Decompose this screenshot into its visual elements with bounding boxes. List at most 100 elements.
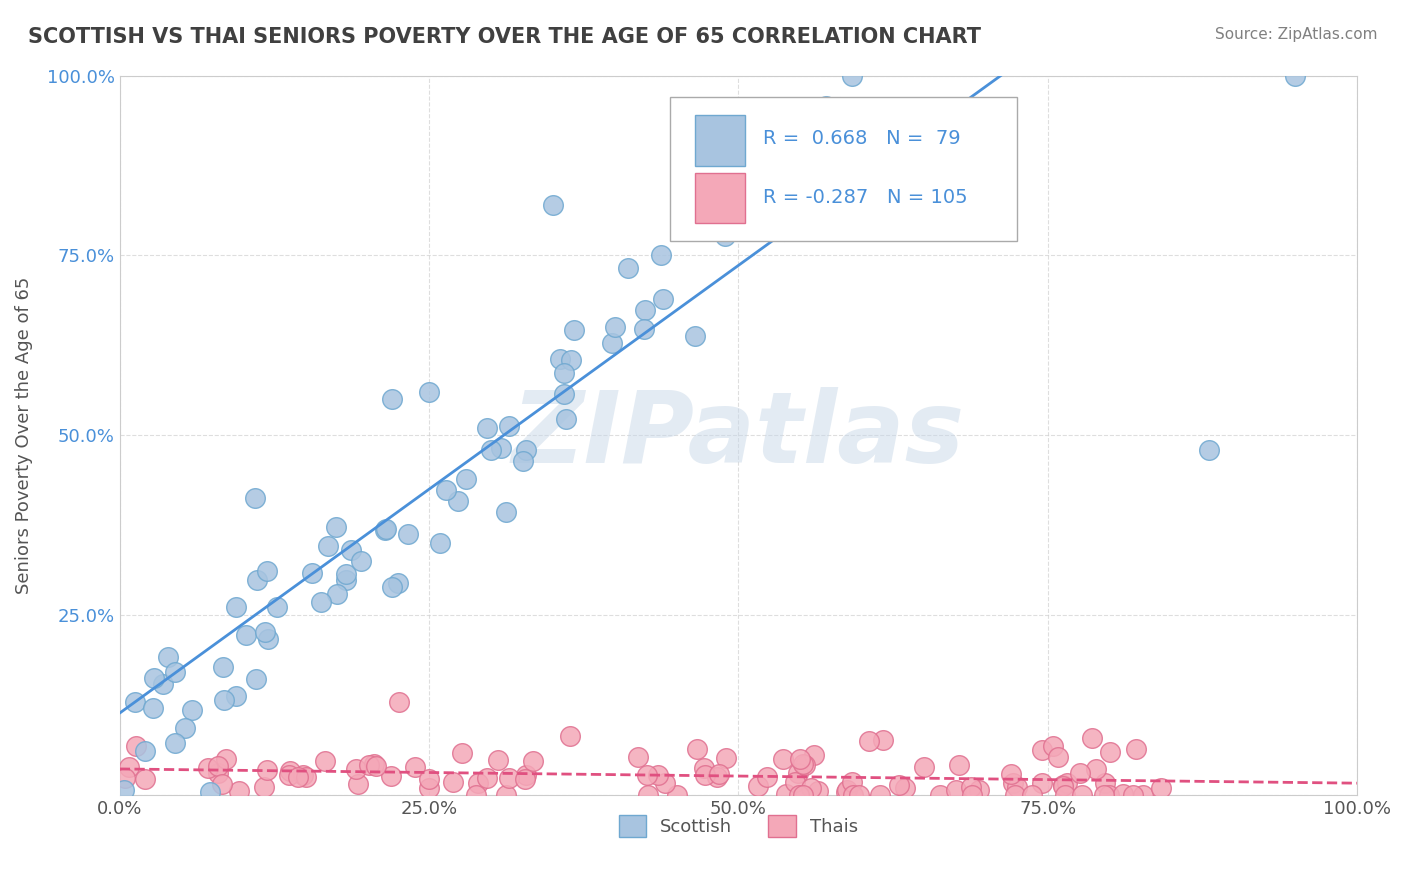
Point [456, 472, 478, 486]
Point [1031, 775, 1053, 789]
Point [495, 505, 517, 519]
Point [359, 758, 381, 772]
Point [335, 567, 357, 582]
Point [350, 554, 373, 568]
Point [1021, 789, 1043, 803]
Point [256, 564, 278, 578]
Point [787, 766, 810, 780]
Point [235, 628, 257, 642]
Point [1031, 743, 1053, 757]
Point [165, 736, 187, 750]
Point [682, 200, 704, 214]
Point [752, 187, 775, 202]
Point [486, 753, 509, 767]
Point [451, 746, 474, 760]
Point [603, 320, 626, 334]
Point [835, 785, 858, 799]
Legend: Scottish, Thais: Scottish, Thais [612, 807, 865, 844]
Point [335, 574, 357, 588]
Point [806, 784, 828, 798]
Point [828, 135, 851, 149]
Point [841, 69, 863, 83]
Point [215, 752, 238, 766]
Point [806, 199, 828, 213]
Point [212, 660, 235, 674]
Point [709, 767, 731, 781]
Point [143, 671, 166, 685]
Bar [695, 115, 745, 166]
Point [706, 771, 728, 785]
Point [211, 777, 233, 791]
Text: Source: ZipAtlas.com: Source: ZipAtlas.com [1215, 27, 1378, 42]
Point [652, 293, 675, 307]
Text: SCOTTISH VS THAI SENIORS POVERTY OVER THE AGE OF 65 CORRELATION CHART: SCOTTISH VS THAI SENIORS POVERTY OVER TH… [28, 27, 981, 46]
Point [755, 770, 778, 784]
Point [1070, 789, 1092, 803]
Point [447, 493, 470, 508]
Point [295, 770, 318, 784]
Point [772, 752, 794, 766]
Point [318, 539, 340, 553]
Point [418, 772, 440, 786]
Point [636, 768, 658, 782]
Point [374, 522, 396, 536]
Point [747, 779, 769, 793]
Point [704, 207, 727, 221]
Point [225, 600, 247, 615]
Point [792, 789, 814, 803]
Point [828, 100, 851, 114]
Point [841, 774, 863, 789]
Point [869, 789, 891, 803]
Point [387, 575, 409, 590]
Point [197, 761, 219, 775]
Point [366, 758, 388, 772]
Point [396, 527, 419, 541]
Point [388, 695, 411, 709]
Point [1150, 780, 1173, 795]
Point [363, 757, 385, 772]
Point [522, 755, 544, 769]
Point [340, 542, 363, 557]
Point [292, 768, 315, 782]
Point [256, 763, 278, 777]
Point [112, 783, 135, 797]
Point [813, 140, 835, 154]
Point [654, 776, 676, 790]
Point [1085, 762, 1108, 776]
Point [418, 385, 440, 400]
Point [837, 782, 859, 797]
Point [467, 775, 489, 789]
Point [257, 632, 280, 646]
Point [309, 595, 332, 609]
Point [512, 454, 534, 468]
Point [783, 774, 806, 789]
Point [174, 722, 197, 736]
Point [548, 352, 571, 367]
Point [793, 183, 815, 197]
Point [912, 759, 935, 773]
Point [1001, 776, 1024, 790]
FancyBboxPatch shape [671, 97, 1017, 241]
Point [783, 185, 806, 199]
Point [228, 784, 250, 798]
Point [207, 765, 229, 780]
Point [1132, 789, 1154, 803]
Point [301, 566, 323, 580]
Point [181, 703, 204, 717]
Point [1056, 776, 1078, 790]
Y-axis label: Seniors Poverty Over the Age of 65: Seniors Poverty Over the Age of 65 [15, 277, 32, 594]
Point [709, 208, 731, 222]
Point [515, 442, 537, 457]
Point [374, 524, 396, 538]
Point [513, 772, 536, 787]
Point [794, 757, 817, 772]
Point [787, 788, 810, 802]
Point [800, 781, 823, 796]
Point [253, 780, 276, 794]
Point [325, 520, 347, 534]
Point [792, 757, 814, 772]
Point [773, 224, 796, 238]
Point [948, 758, 970, 772]
Point [1098, 745, 1121, 759]
Point [1094, 775, 1116, 789]
